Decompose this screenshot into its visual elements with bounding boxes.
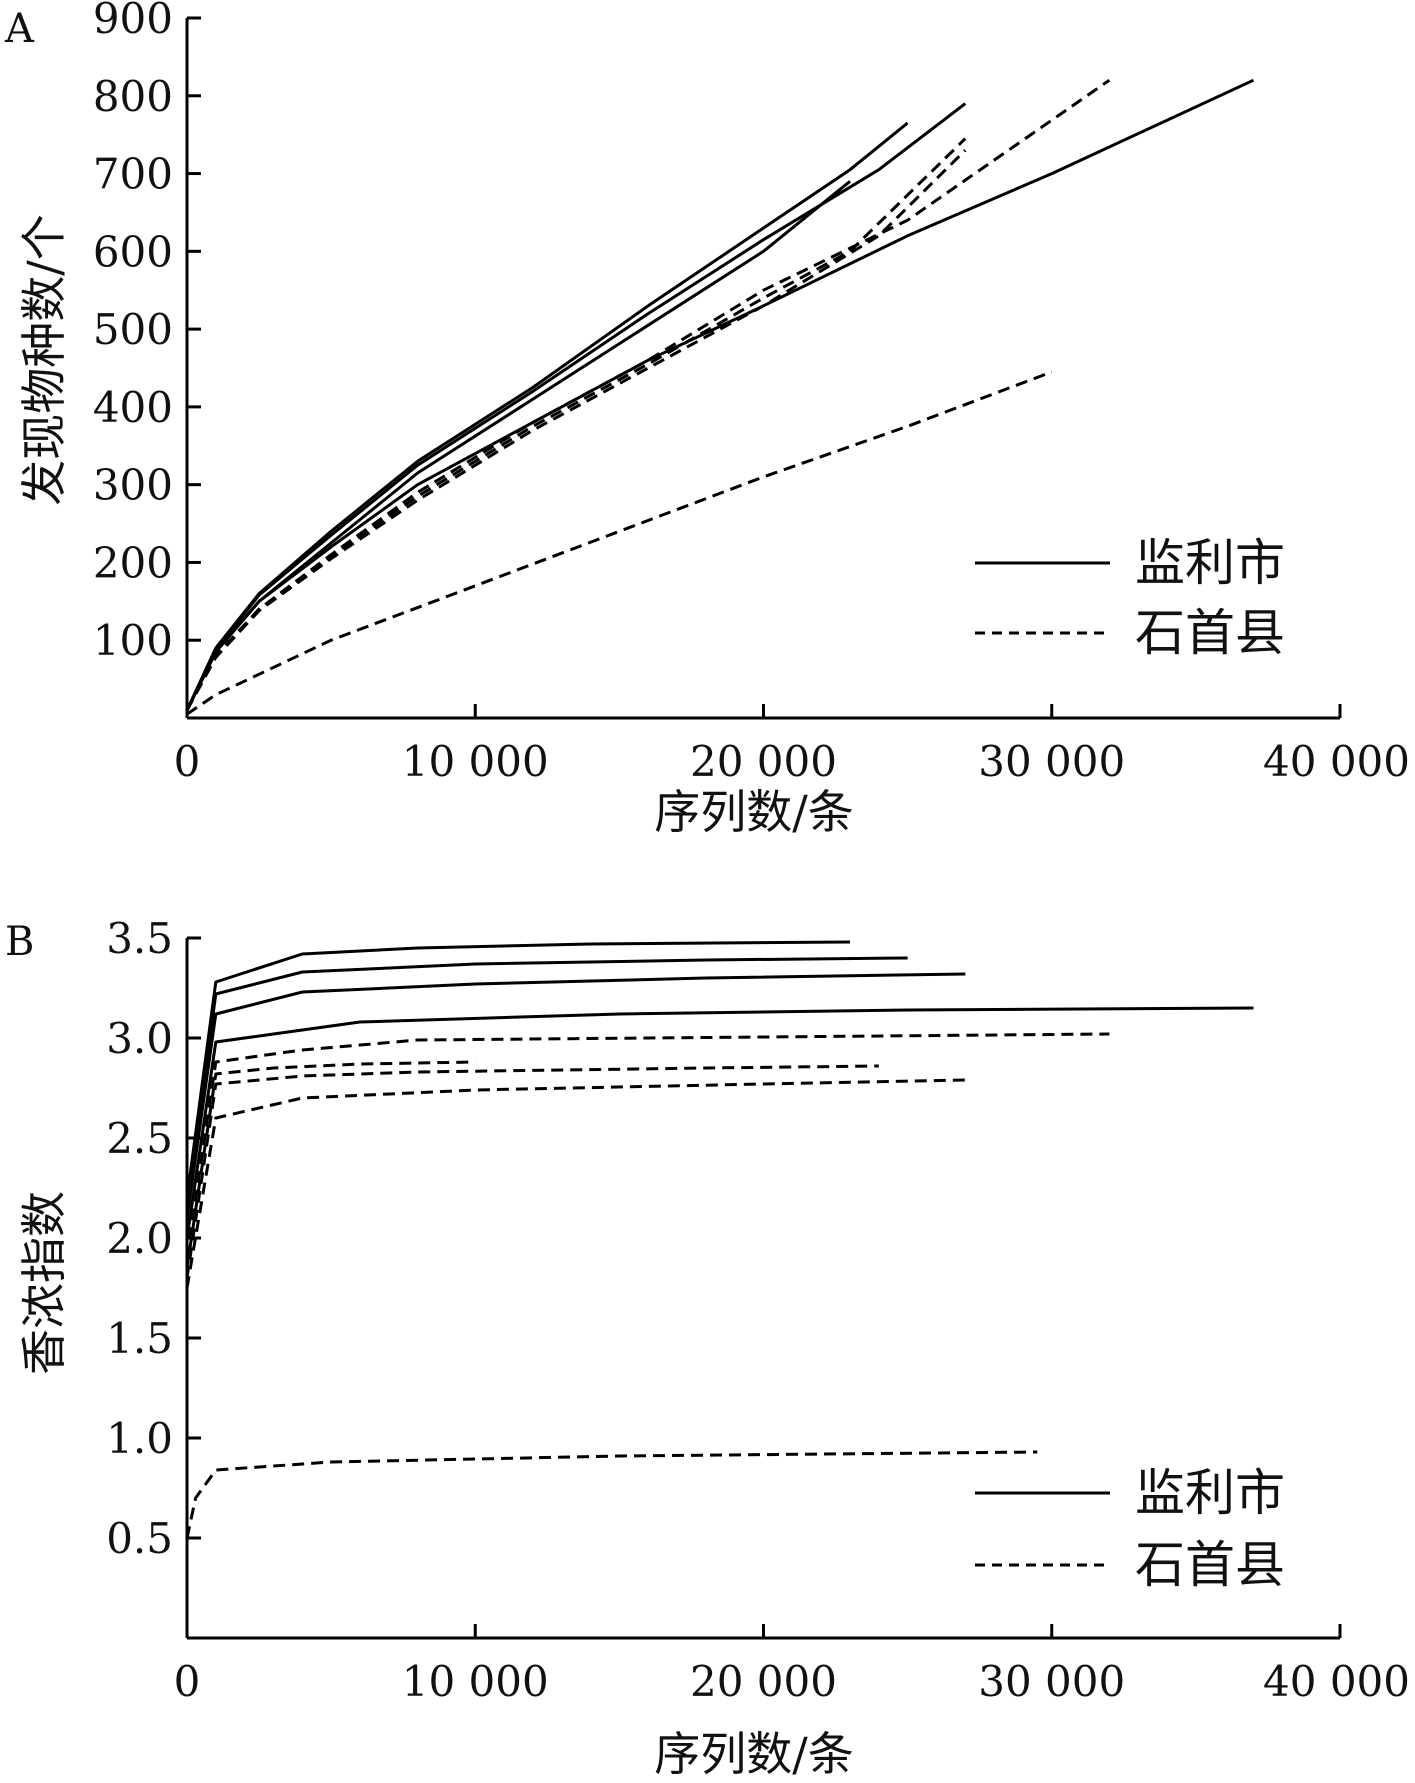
panel-a-legend-solid-label: 监利市 bbox=[1135, 534, 1285, 592]
panel-a-x-tick-label: 0 bbox=[174, 737, 201, 786]
panel-b-series-line-solid bbox=[185, 956, 908, 1209]
panel-a-y-tick-label: 700 bbox=[93, 150, 173, 199]
panel-b-y-tick-label: 2.5 bbox=[106, 1114, 173, 1163]
panel-a-series-line-dashed bbox=[186, 370, 1053, 716]
panel-b-x-tick-label: 0 bbox=[174, 1657, 201, 1706]
panel-a-series-line-dashed bbox=[185, 149, 967, 711]
panel-b-series-line-solid bbox=[185, 972, 966, 1219]
panel-a-legend: 监利市 石首县 bbox=[975, 534, 1285, 662]
panel-a-x-tick-label: 20 000 bbox=[690, 737, 837, 786]
panel-b-series-line-dashed bbox=[185, 1078, 966, 1289]
panel-b-y-label: 香浓指数 bbox=[17, 1191, 71, 1375]
panel-a-legend-dashed-label: 石首县 bbox=[1135, 604, 1285, 662]
panel-b-legend-solid-label: 监利市 bbox=[1135, 1464, 1285, 1522]
panel-b-series-line-solid bbox=[185, 1006, 1254, 1239]
panel-a-series-line-dashed bbox=[185, 137, 967, 711]
panel-a-y-label: 发现物种数/个 bbox=[17, 214, 71, 506]
panel-a-y-tick-label: 400 bbox=[93, 383, 173, 432]
panel-b-y-tick-label: 3.0 bbox=[106, 1014, 173, 1063]
panel-b-x-tick-label: 40 000 bbox=[1263, 1657, 1410, 1706]
panel-a-series-line-solid bbox=[185, 121, 909, 711]
panel-b-series-line-dashed bbox=[185, 1064, 879, 1279]
panel-b-x-tick-label: 10 000 bbox=[402, 1657, 549, 1706]
panel-a-y-tick-label: 500 bbox=[93, 305, 173, 354]
panel-a: A 100 200 300 400 500 600 700 800 900 0 10 000 20 0… bbox=[4, 0, 1410, 839]
panel-a-series-line-dashed bbox=[185, 78, 1111, 711]
panel-a-series-line-solid bbox=[185, 78, 1255, 711]
panel-a-x-tick-label: 30 000 bbox=[978, 737, 1125, 786]
panel-a-x-tick-label: 10 000 bbox=[402, 737, 549, 786]
panel-b-series-line-solid bbox=[185, 940, 851, 1199]
panel-a-y-tick-label: 200 bbox=[93, 538, 173, 587]
panel-b-x-tick-label: 30 000 bbox=[978, 1657, 1125, 1706]
panel-b-y-tick-label: 2.0 bbox=[106, 1214, 173, 1263]
panel-a-y-tick-label: 300 bbox=[93, 461, 173, 510]
panel-b-y-tick-label: 3.5 bbox=[106, 914, 173, 963]
panel-b-series-line-dashed bbox=[185, 1032, 1110, 1259]
panel-a-series-line-solid bbox=[185, 180, 851, 711]
panel-a-letter: A bbox=[4, 6, 35, 52]
panel-a-x-label: 序列数/条 bbox=[654, 785, 854, 839]
panel-b-y-tick-label: 1.5 bbox=[106, 1314, 173, 1363]
panel-b-y-tick-label: 1.0 bbox=[106, 1414, 173, 1463]
panel-b-x-tick-label: 20 000 bbox=[690, 1657, 837, 1706]
panel-a-y-tick-label: 100 bbox=[93, 616, 173, 665]
panel-b-legend-dashed-label: 石首县 bbox=[1135, 1536, 1285, 1594]
panel-b-series-line-dashed bbox=[185, 1450, 1038, 1539]
panel-a-x-tick-label: 40 000 bbox=[1263, 737, 1410, 786]
panel-a-y-tick-label: 600 bbox=[93, 227, 173, 276]
panel-b-series-line-dashed bbox=[185, 1060, 476, 1269]
panel-a-y-tick-label: 900 bbox=[93, 0, 173, 43]
panel-b-y-tick-label: 0.5 bbox=[106, 1514, 173, 1563]
panel-b-legend: 监利市 石首县 bbox=[975, 1464, 1285, 1594]
panel-b-letter: B bbox=[5, 919, 34, 965]
panel-b: B 0.5 1.0 1.5 2.0 2.5 3.0 3.5 0 10 000 20 000 30 0… bbox=[5, 914, 1410, 1781]
panel-b-x-label: 序列数/条 bbox=[654, 1727, 854, 1781]
panel-a-y-tick-label: 800 bbox=[93, 72, 173, 121]
